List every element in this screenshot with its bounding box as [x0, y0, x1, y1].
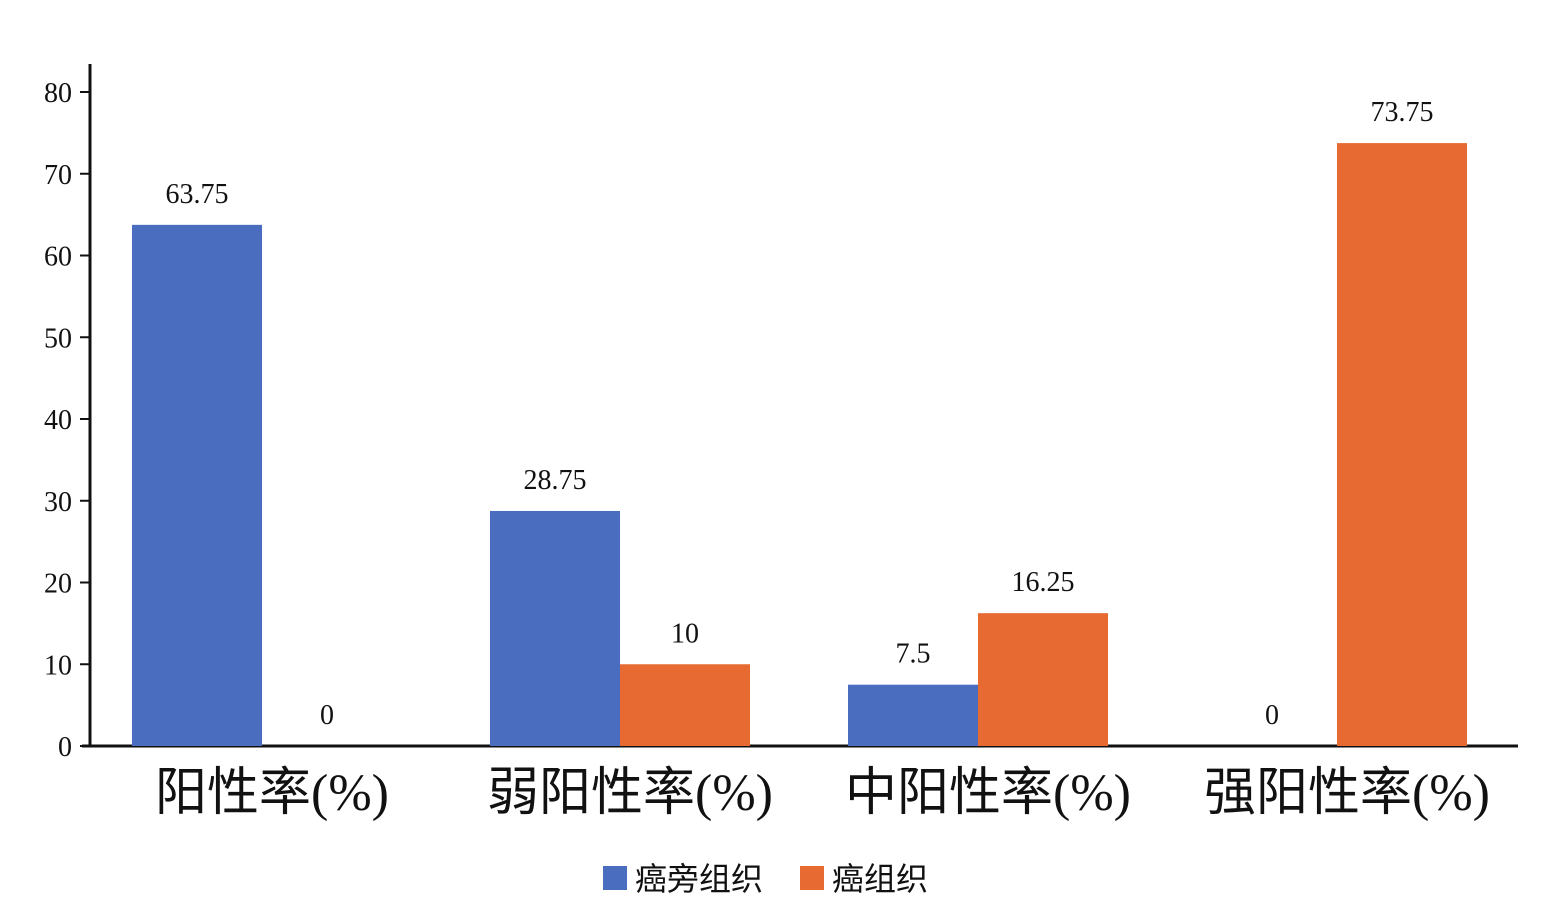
- data-label: 63.75: [166, 179, 229, 210]
- x-category-label: 阳性率(%): [155, 765, 389, 822]
- y-tick-label: 40: [44, 405, 72, 436]
- data-label: 10: [671, 618, 699, 649]
- bar-series2-1: [620, 664, 750, 746]
- data-label: 0: [320, 700, 334, 731]
- x-category-label: 中阳性率(%): [845, 765, 1131, 822]
- bar-series2-2: [978, 613, 1108, 746]
- y-tick-label: 60: [44, 242, 72, 273]
- y-tick-label: 10: [44, 650, 72, 681]
- data-label: 7.5: [896, 639, 931, 670]
- data-label: 0: [1265, 700, 1279, 731]
- bars-layer: [132, 143, 1467, 746]
- legend-label: 癌旁组织: [635, 861, 763, 897]
- legend: 癌旁组织 癌组织: [603, 861, 928, 897]
- data-label: 73.75: [1371, 97, 1434, 128]
- data-label: 16.25: [1012, 567, 1075, 598]
- legend-label: 癌组织: [832, 861, 928, 897]
- axes-layer: 0 10 20 30 40 50 60 70 80: [44, 64, 1518, 763]
- y-tick-label: 20: [44, 569, 72, 600]
- bar-series1-1: [490, 510, 620, 746]
- bar-series1-0: [132, 224, 262, 746]
- y-tick-label: 30: [44, 487, 72, 518]
- labels-layer: 63.75 28.75 7.5 0 0 10 16.25 73.75 阳性率(%) 弱阳性率(%)…: [155, 97, 1490, 822]
- y-tick-label: 50: [44, 323, 72, 354]
- legend-swatch: [800, 866, 824, 890]
- y-tick-label: 80: [44, 78, 72, 109]
- bar-series1-2: [848, 684, 978, 746]
- x-category-label: 弱阳性率(%): [487, 765, 773, 822]
- data-label: 28.75: [524, 465, 587, 496]
- legend-swatch: [603, 866, 627, 890]
- x-category-label: 强阳性率(%): [1204, 765, 1490, 822]
- y-tick-label: 70: [44, 160, 72, 191]
- y-tick-label: 0: [58, 732, 72, 763]
- bar-series2-3: [1337, 143, 1467, 746]
